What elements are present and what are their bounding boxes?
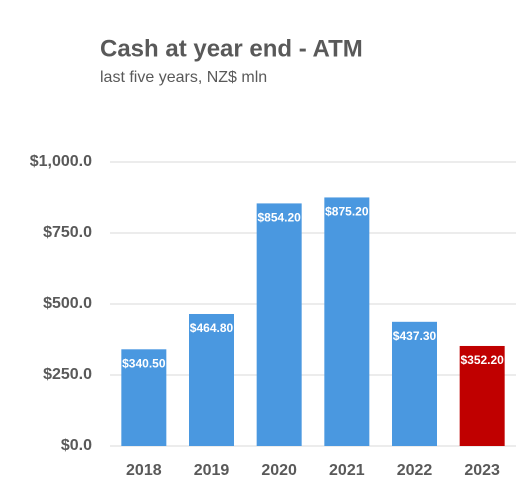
bar (459, 345, 505, 446)
value-label: $340.50 (122, 356, 166, 370)
value-label: $464.80 (190, 321, 234, 335)
x-tick-label: 2020 (261, 462, 297, 479)
chart-subtitle: last five years, NZ$ mln (100, 69, 267, 86)
y-tick-label: $750.0 (43, 224, 92, 241)
bar (189, 313, 234, 446)
x-tick-label: 2022 (397, 462, 433, 479)
y-tick-label: $250.0 (43, 366, 92, 383)
bar (121, 349, 167, 446)
y-tick-label: $500.0 (43, 295, 92, 312)
value-label: $854.20 (257, 211, 301, 225)
chart-title: Cash at year end - ATM (100, 35, 363, 62)
value-label: $352.20 (460, 353, 504, 367)
bar (324, 197, 370, 446)
y-tick-label: $1,000.0 (30, 153, 92, 170)
x-tick-label: 2019 (194, 462, 230, 479)
value-label: $875.20 (325, 205, 369, 219)
y-tick-label: $0.0 (61, 437, 92, 454)
value-label: $437.30 (393, 329, 437, 343)
x-tick-label: 2021 (329, 462, 365, 479)
bar (256, 203, 302, 446)
x-tick-label: 2023 (464, 462, 500, 479)
x-tick-label: 2018 (126, 462, 162, 479)
bar (392, 321, 437, 446)
